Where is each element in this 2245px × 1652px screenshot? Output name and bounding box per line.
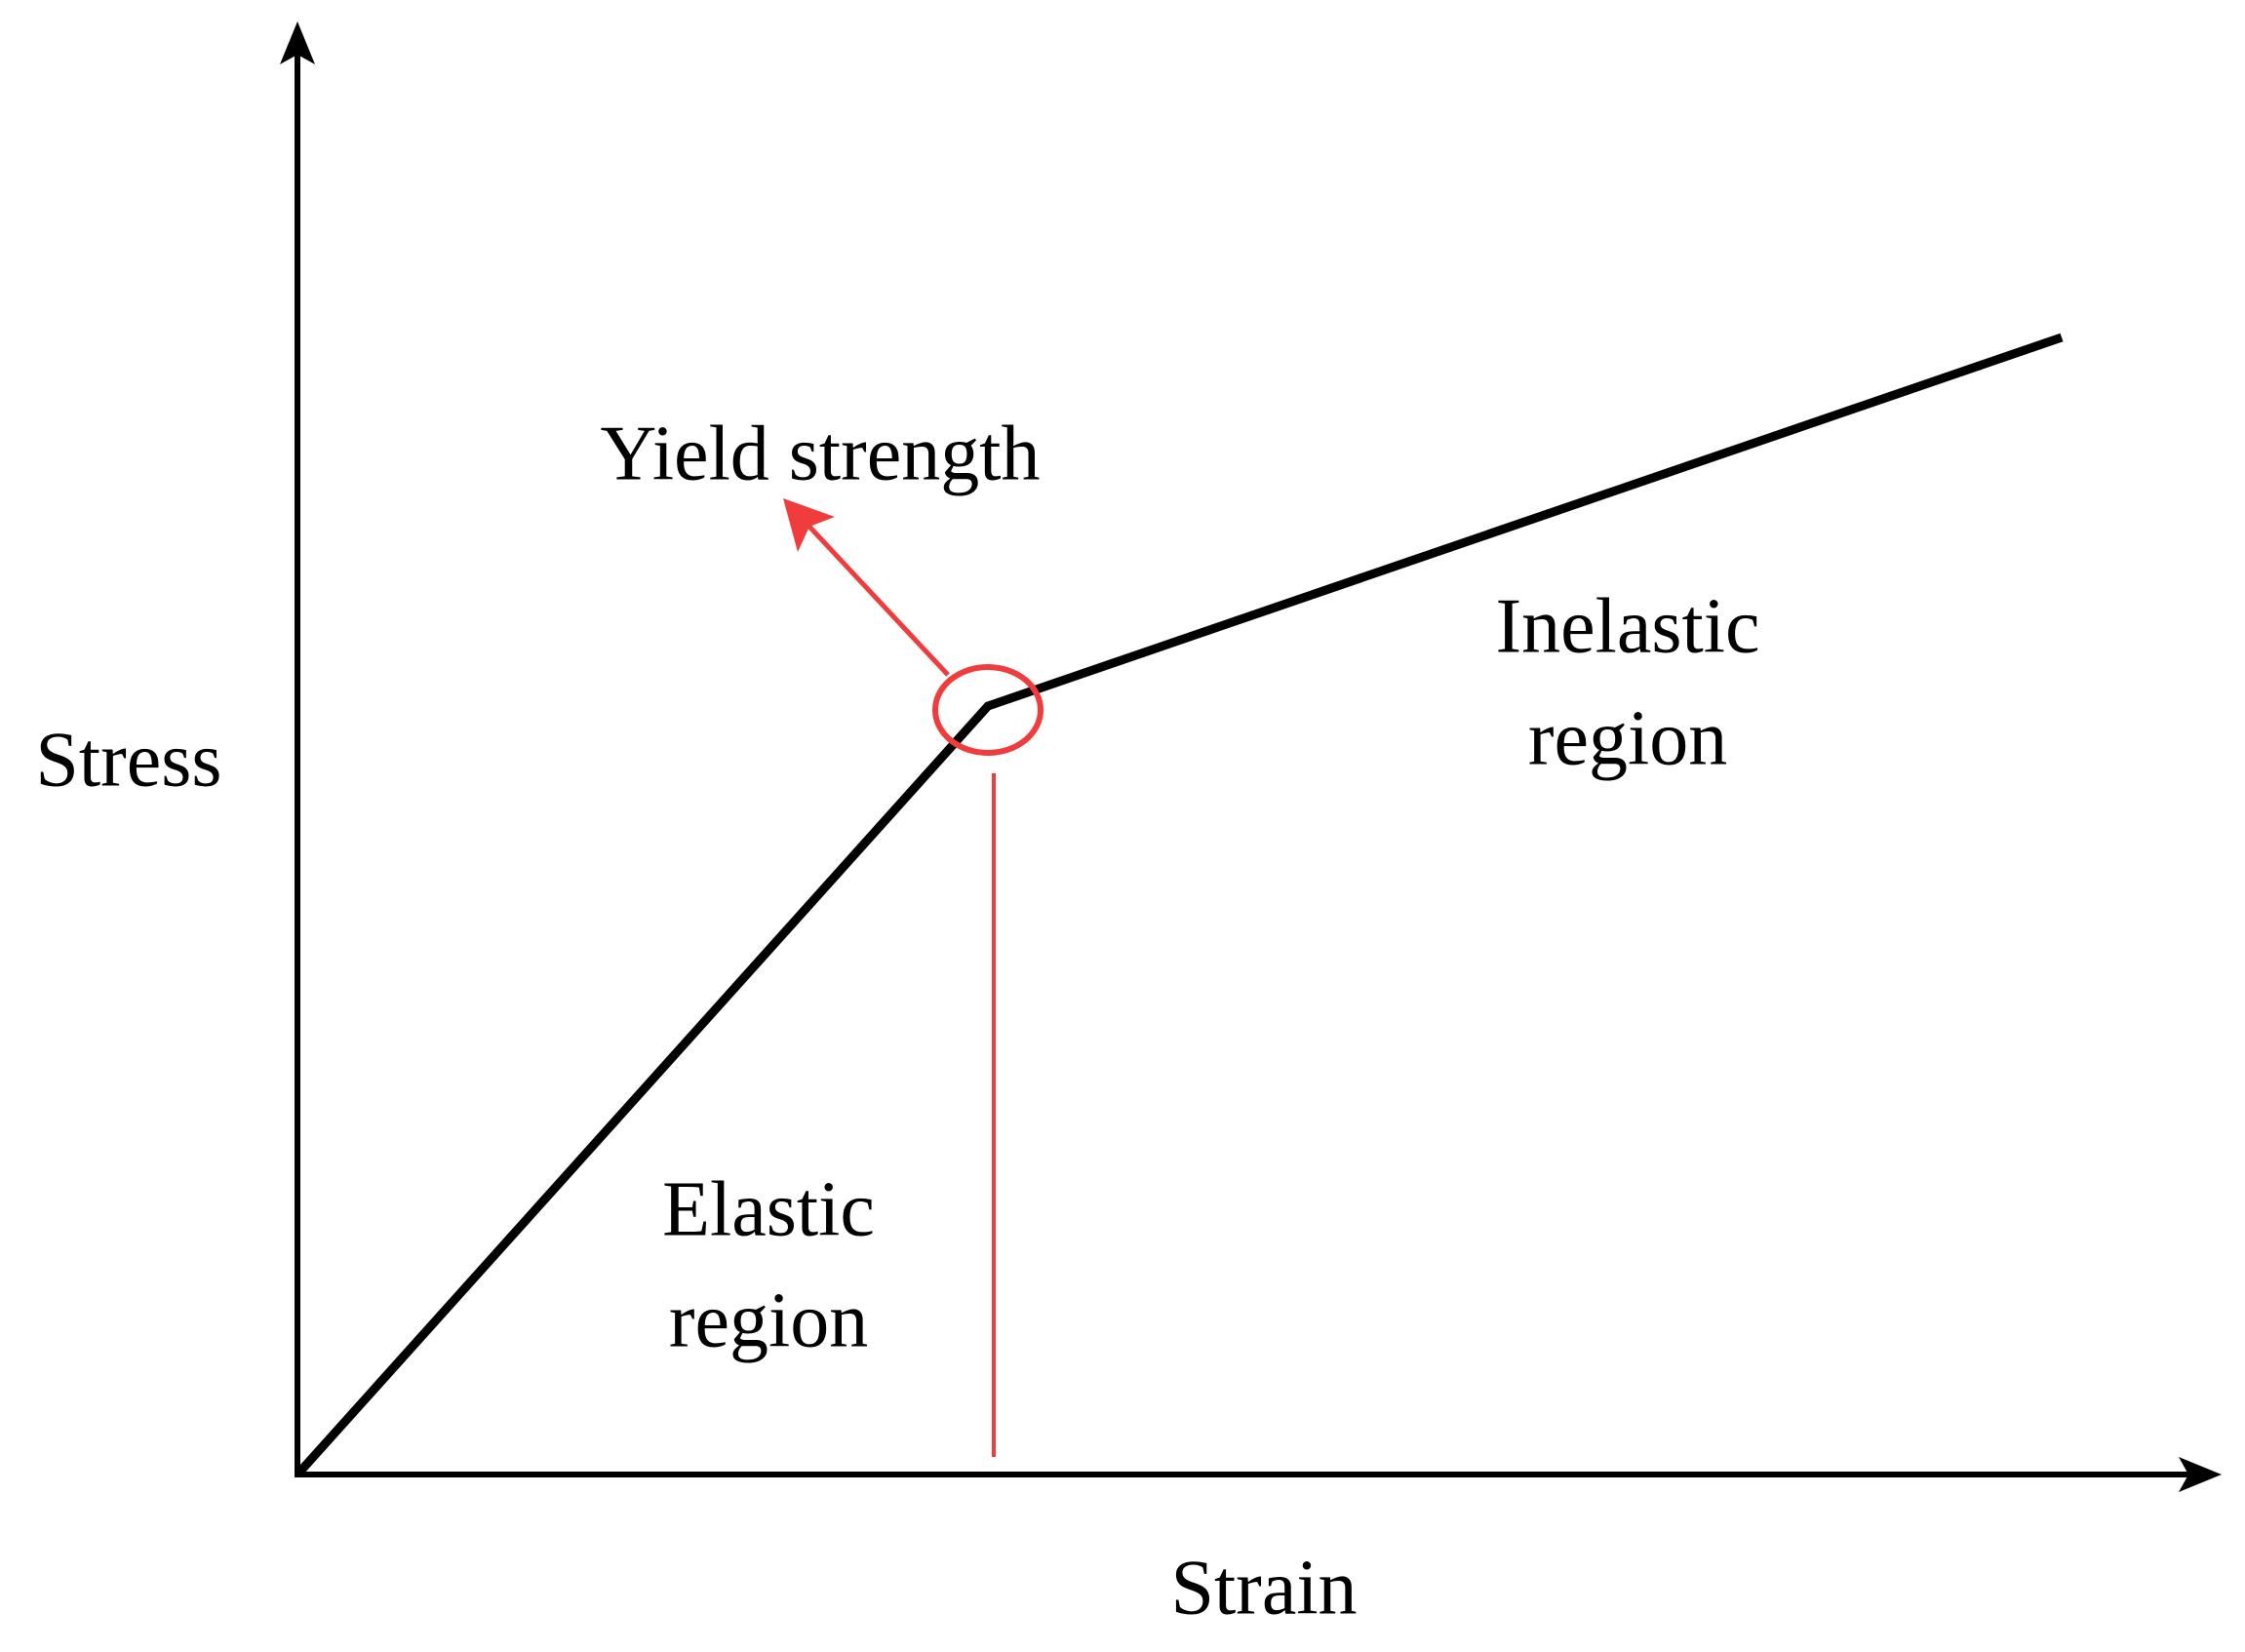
yield-label: Yield strength <box>600 411 1040 496</box>
x-axis-arrow <box>2179 1457 2222 1492</box>
stress-strain-curve <box>294 333 2064 1478</box>
y-axis-label: Stress <box>35 717 221 803</box>
y-axis-arrow <box>280 21 315 64</box>
yield-arrow <box>807 525 950 677</box>
inelastic-label: region <box>1528 695 1727 781</box>
x-axis-label: Strain <box>1170 1545 1357 1631</box>
yield-circle <box>932 664 1044 756</box>
elastic-label: Elastic <box>662 1166 875 1252</box>
yield-arrow-head <box>783 498 835 552</box>
elastic-label: region <box>669 1278 868 1363</box>
inelastic-label: Inelastic <box>1496 583 1760 669</box>
